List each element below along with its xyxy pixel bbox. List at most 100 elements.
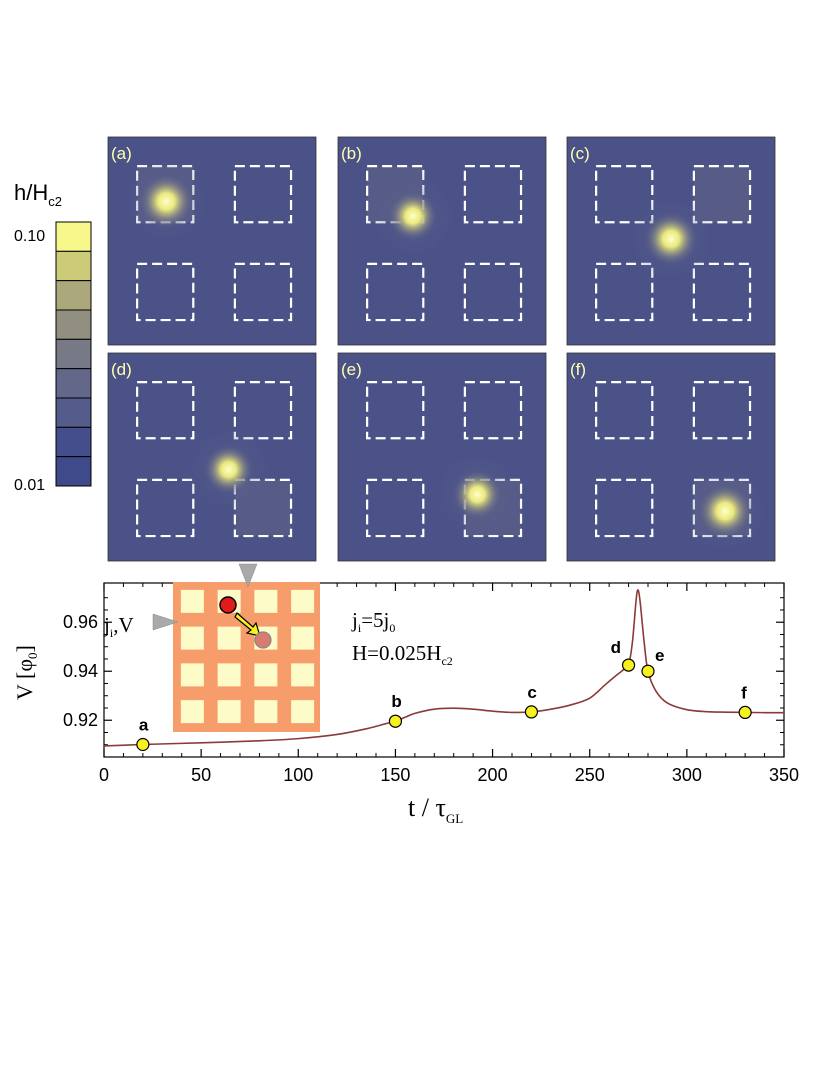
hole-outline [136, 381, 195, 440]
colorbar: h/Hc2 0.10 0.01 [14, 180, 92, 494]
arrow-icon [234, 612, 261, 637]
snapshot-panel: (d) [107, 352, 317, 562]
inset-hole [291, 626, 315, 650]
inset-hole [291, 589, 315, 613]
colorbar-level [55, 338, 92, 370]
data-marker-label: b [391, 692, 401, 711]
colorbar-min-label: 0.01 [14, 477, 45, 494]
hole-outline [692, 262, 752, 322]
panel-label: (b) [341, 144, 362, 163]
colorbar-level [55, 426, 92, 458]
voltage-curve [103, 589, 785, 747]
plot-frame [103, 582, 785, 758]
inset-hole [217, 626, 241, 650]
snapshot-panel: (e) [337, 352, 547, 562]
hole-outline [463, 165, 523, 224]
data-marker-label: d [611, 638, 621, 657]
inset-hole [180, 589, 204, 613]
hole-outline [233, 262, 293, 322]
panel-label: (a) [111, 144, 132, 163]
hole-outline [233, 165, 293, 224]
x-tick-label: 300 [672, 765, 702, 785]
inset-hole [180, 663, 204, 687]
hole-outline [595, 262, 654, 322]
colorbar-level [55, 456, 92, 487]
annotation-field: H=0.025Hc2 [352, 641, 453, 668]
vortex-glow [697, 483, 754, 540]
hole-outline [366, 381, 425, 440]
hole-outline [463, 381, 523, 440]
data-marker [641, 664, 655, 678]
data-marker-label: e [655, 646, 664, 665]
inset-hole [180, 626, 204, 650]
data-marker-label: a [139, 716, 149, 735]
panel-label: (e) [341, 360, 362, 379]
data-marker-label: c [527, 683, 536, 702]
sample-inset: ji,V [103, 563, 320, 732]
data-marker [136, 737, 150, 752]
voltage-pointer-icon [152, 613, 179, 631]
x-tick-label: 50 [191, 765, 211, 785]
x-tick-label: 150 [380, 765, 410, 785]
vortex-glow [203, 444, 254, 495]
colorbar-title: h/Hc2 [14, 180, 62, 209]
snapshot-panels: (a) (b) (c) (d) (e) (f) [107, 136, 776, 562]
y-tick-label: 0.94 [63, 661, 98, 681]
inset-hole [217, 700, 241, 724]
y-axis-label: V [φ0] [12, 645, 40, 700]
vortex-glow [452, 469, 503, 520]
inset-label: ji,V [103, 613, 134, 640]
panel-label: (f) [570, 360, 586, 379]
hole-outline [692, 165, 752, 224]
x-tick-label: 250 [575, 765, 605, 785]
hole-outline [595, 165, 654, 224]
x-tick-label: 200 [478, 765, 508, 785]
current-pointer-icon [238, 563, 258, 588]
y-tick-label: 0.92 [63, 710, 98, 730]
colorbar-level [55, 309, 92, 340]
inset-hole [291, 663, 315, 687]
inset-hole [254, 700, 278, 724]
x-tick-label: 350 [769, 765, 799, 785]
data-marker [738, 705, 752, 719]
data-marker-label: f [741, 683, 747, 702]
colorbar-level [55, 397, 92, 428]
vortex-glow [643, 211, 699, 267]
inset-hole [291, 700, 315, 724]
panel-label: (d) [111, 360, 132, 379]
hole-outline [595, 381, 654, 440]
data-marker [524, 705, 539, 719]
colorbar-level [55, 221, 92, 252]
x-tick-label: 0 [99, 765, 109, 785]
y-tick-label: 0.96 [63, 612, 98, 632]
snapshot-panel: (a) [107, 136, 317, 346]
x-tick-label: 100 [283, 765, 313, 785]
colorbar-level [55, 368, 92, 399]
hole-outline [366, 478, 425, 538]
data-marker [388, 714, 403, 728]
hole-outline [136, 262, 195, 322]
hole-outline [463, 262, 523, 322]
voltage-plot: 0 50 100 150 200 250 300 350 0.92 0.94 0.96 a b c d e f… [12, 582, 799, 826]
inset-hole [254, 663, 278, 687]
hole-outline [366, 262, 425, 322]
hole-outline [136, 478, 195, 538]
snapshot-panel: (f) [566, 352, 776, 562]
inset-hole [180, 700, 204, 724]
snapshot-panel: (b) [337, 136, 547, 346]
colorbar-level [55, 280, 92, 311]
colorbar-level [55, 250, 92, 282]
colorbar-max-label: 0.10 [14, 228, 45, 245]
x-axis-label: t / τGL [408, 793, 463, 826]
inset-hole [217, 663, 241, 687]
hole-outline [595, 478, 654, 538]
annotation-current: ji=5j0 [351, 608, 395, 635]
panel-label: (c) [570, 144, 590, 163]
vortex-glow [138, 173, 195, 230]
inset-hole [254, 589, 278, 613]
vortex-glow [387, 190, 439, 242]
hole-outline [692, 381, 752, 440]
vortex-destination-icon [254, 631, 272, 649]
vortex-icon [219, 596, 237, 614]
